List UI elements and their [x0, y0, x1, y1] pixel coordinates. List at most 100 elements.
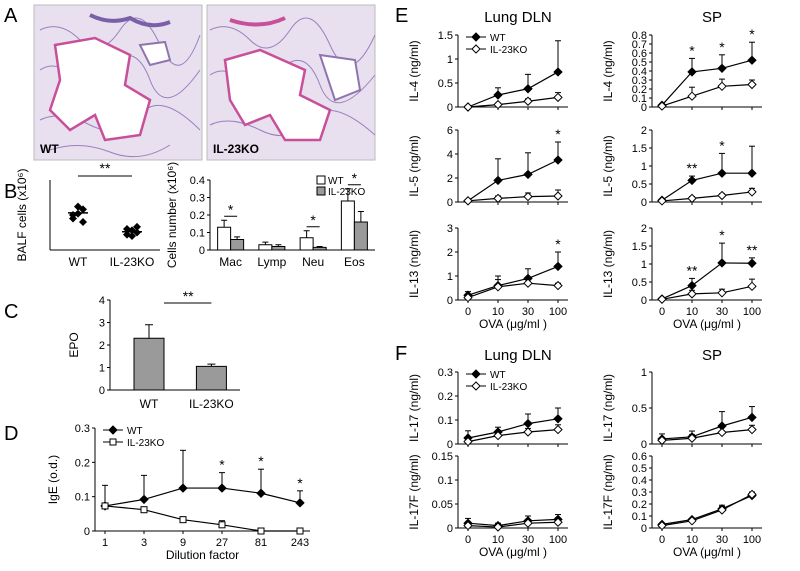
- series-line-il-23ko: [467, 521, 559, 528]
- series-line-wt: [467, 71, 559, 108]
- y-axis-label: IL-13 (ng/ml): [601, 230, 615, 298]
- y-tick-label: 0.4: [632, 66, 647, 78]
- data-point-wt: [747, 55, 757, 65]
- data-point-il-23ko: [257, 527, 265, 535]
- x-tick-label: 30: [716, 306, 728, 318]
- x-tick-label: 100: [743, 534, 761, 546]
- x-tick-label: 0: [659, 306, 665, 318]
- legend-label: WT: [490, 33, 506, 44]
- data-point-il-23ko: [523, 427, 533, 437]
- data-point-il-23ko: [493, 522, 503, 532]
- y-tick-label: 0.3: [632, 75, 647, 87]
- data-point-wt: [553, 67, 563, 77]
- significance-label: *: [352, 170, 358, 186]
- y-tick-label: 0.2: [632, 84, 647, 96]
- data-point-wt: [747, 258, 757, 268]
- bar-il-23ko: [230, 239, 245, 251]
- data-point-wt: [523, 418, 533, 429]
- data-point-il-23ko: [717, 190, 727, 201]
- x-tick-label: Neu: [302, 255, 324, 269]
- data-point-wt: [139, 494, 149, 505]
- legend-marker: [109, 438, 117, 446]
- y-tick-label: 2: [99, 340, 105, 352]
- x-tick-label: 10: [492, 534, 504, 546]
- x-tick-label: 0: [465, 306, 471, 318]
- data-point-il-23ko: [128, 232, 136, 240]
- y-tick-label: 1: [641, 367, 647, 379]
- y-axis-label: IL-4 (ng/ml): [407, 40, 421, 101]
- histology-wt: WT: [33, 4, 203, 161]
- bar-wt: [258, 244, 273, 251]
- legend-marker: [108, 425, 118, 435]
- y-tick-label: 2: [447, 173, 453, 185]
- series-line-il-23ko: [661, 83, 753, 107]
- y-tick-label: 0.3: [75, 423, 90, 435]
- y-tick-label: 2: [641, 125, 647, 137]
- y-tick-label: 1: [641, 161, 647, 173]
- bar-wt: [217, 226, 232, 251]
- y-axis-label: IL-5 (ng/ml): [407, 135, 421, 196]
- series-line-wt: [661, 172, 752, 201]
- data-point-il-23ko: [687, 289, 697, 299]
- group-title-sp-f: SP: [702, 347, 722, 364]
- significance-label: *: [219, 457, 225, 473]
- y-tick-label: 1: [641, 259, 647, 271]
- data-point-wt: [523, 169, 533, 180]
- legend-label: WT: [490, 370, 506, 381]
- data-point-il-23ko: [747, 187, 757, 197]
- y-tick-label: 0.8: [632, 30, 647, 42]
- x-tick-label: WT: [140, 397, 159, 411]
- panel-letter-f: F: [395, 343, 407, 365]
- y-axis-label: IL-13 (ng/ml): [407, 230, 421, 298]
- data-point-il-23ko: [133, 222, 141, 231]
- series-line-il-23ko: [467, 195, 559, 202]
- panel-letter-a: A: [4, 5, 18, 27]
- x-tick-label: IL-23KO: [189, 397, 234, 411]
- series-line-il-23ko: [661, 191, 753, 202]
- group-title-sp-e: SP: [702, 9, 722, 26]
- data-point-il-23ko: [717, 505, 727, 515]
- bar-il-23ko: [353, 221, 368, 251]
- y-tick-label: 0: [447, 523, 453, 535]
- data-point-il-23ko: [553, 92, 563, 103]
- data-point-wt: [178, 483, 188, 493]
- y-tick-label: 2: [447, 247, 453, 259]
- chart-balf-cells: BALF cells (x10⁶) WT IL-23KO **: [15, 160, 160, 269]
- significance-label: *: [719, 39, 725, 55]
- data-point-il-23ko: [218, 521, 226, 529]
- y-tick-label: 0: [447, 102, 453, 114]
- series-line-il-23ko: [467, 96, 559, 108]
- data-point-il-23ko: [657, 294, 667, 304]
- y-tick-label: 4: [447, 149, 453, 161]
- data-point-il-23ko: [747, 489, 757, 500]
- data-point-il-23ko: [463, 102, 473, 112]
- x-tick-label: 100: [743, 306, 761, 318]
- chart-epo: 0 1 2 3 4 EPO WT IL-23KO **: [67, 288, 240, 411]
- series-line-wt: [661, 495, 753, 525]
- legend-label: IL-23KO: [490, 382, 527, 393]
- significance-label: *: [297, 475, 303, 491]
- bar-wt: [299, 237, 314, 251]
- data-point-il-23ko: [747, 281, 757, 292]
- panel-letter-b: B: [4, 181, 17, 203]
- legend-marker: [471, 44, 481, 54]
- group-title-dln-e: Lung DLN: [484, 9, 552, 26]
- data-point-wt: [295, 498, 305, 508]
- data-point-il-23ko: [717, 81, 727, 92]
- y-tick-label: 0: [641, 439, 647, 451]
- y-tick-label: 0: [447, 295, 453, 307]
- y-tick-label: 1: [447, 54, 453, 66]
- y-axis-label: IL-4 (ng/ml): [601, 40, 615, 101]
- x-tick-label: WT: [69, 255, 88, 269]
- data-point-il-23ko: [717, 288, 727, 298]
- y-tick-label: 0.2: [75, 457, 90, 469]
- y-tick-label: 0: [641, 102, 647, 114]
- y-axis-label: IL-5 (ng/ml): [601, 135, 615, 196]
- series-line-wt: [661, 416, 753, 440]
- significance-label: **: [747, 242, 758, 258]
- x-tick-label: 1: [102, 537, 108, 549]
- x-tick-label: 30: [522, 534, 534, 546]
- x-tick-label: 10: [492, 306, 504, 318]
- chart-cell-numbers: 0 0.1 0.2 0.3 0.4 Cells number (x10⁶) Mac Lymp N…: [165, 162, 375, 269]
